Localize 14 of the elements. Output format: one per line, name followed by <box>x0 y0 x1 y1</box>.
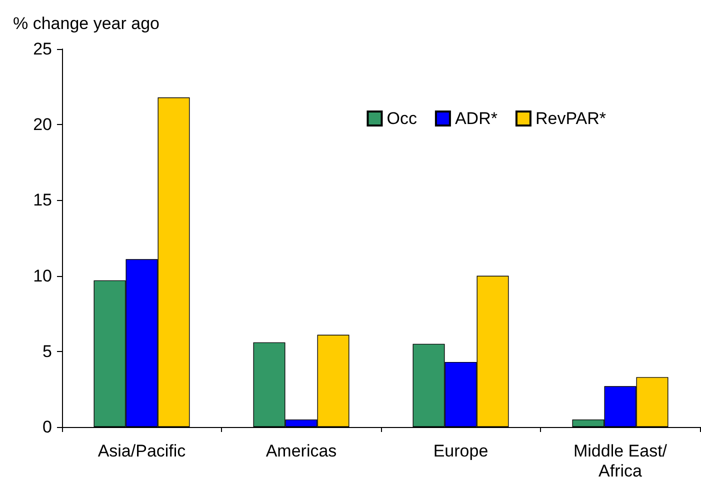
y-tick-label: 0 <box>42 418 52 436</box>
x-tick-label: Europe <box>433 442 488 460</box>
x-tick-label: Americas <box>266 442 337 460</box>
x-tick-label: Middle East/Africa <box>573 442 668 480</box>
y-axis-title: % change year ago <box>13 14 160 33</box>
y-tick-label: 20 <box>33 115 52 134</box>
y-tick-label: 25 <box>33 40 52 58</box>
x-tick-label: Asia/Pacific <box>98 442 186 460</box>
y-tick-label: 15 <box>33 190 52 210</box>
legend-label: Occ <box>386 109 418 128</box>
legend-label: RevPAR* <box>535 109 606 128</box>
y-tick-label: 10 <box>33 266 52 286</box>
y-tick-label: 5 <box>42 342 52 361</box>
legend-label: ADR* <box>454 109 498 128</box>
